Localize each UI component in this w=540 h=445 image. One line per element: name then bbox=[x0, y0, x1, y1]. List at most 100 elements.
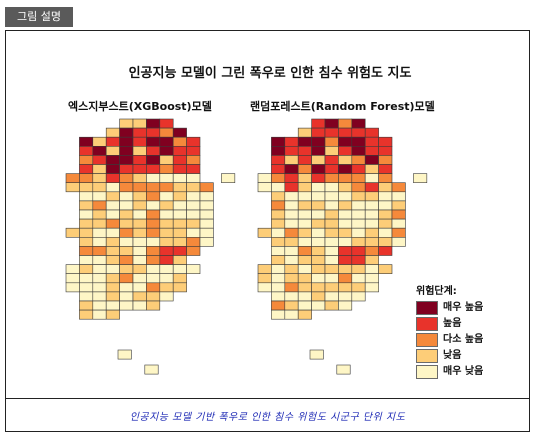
district-tile bbox=[284, 282, 299, 293]
district-tile bbox=[271, 227, 286, 238]
district-tile bbox=[132, 146, 147, 156]
district-tile bbox=[311, 227, 326, 238]
random-forest-map bbox=[257, 118, 428, 375]
district-tile bbox=[146, 209, 161, 220]
district-tile bbox=[364, 127, 379, 138]
district-tile bbox=[364, 264, 379, 275]
district-tile bbox=[92, 273, 107, 284]
district-tile bbox=[132, 273, 147, 284]
district-tile bbox=[284, 309, 299, 320]
district-tile bbox=[311, 255, 326, 265]
district-tile bbox=[351, 282, 366, 293]
district-tile bbox=[311, 273, 326, 284]
district-tile bbox=[132, 237, 147, 247]
district-tile bbox=[311, 182, 326, 193]
district-tile bbox=[119, 146, 134, 156]
legend-swatch bbox=[416, 349, 438, 363]
district-tile bbox=[338, 291, 353, 302]
district-tile bbox=[297, 146, 312, 156]
district-tile bbox=[297, 309, 312, 320]
district-tile bbox=[311, 209, 326, 220]
district-tile bbox=[338, 255, 353, 265]
district-tile bbox=[105, 300, 120, 311]
district-tile bbox=[338, 227, 353, 238]
district-tile bbox=[351, 273, 366, 284]
district-tile bbox=[391, 209, 406, 220]
district-tile bbox=[378, 237, 393, 247]
district-tile bbox=[284, 237, 299, 247]
district-tile bbox=[284, 227, 299, 238]
district-tile bbox=[199, 209, 214, 220]
district-tile bbox=[79, 155, 94, 165]
legend-item-somewhat-high: 다소 높음 bbox=[416, 333, 526, 347]
district-tile bbox=[271, 173, 286, 184]
district-tile bbox=[391, 227, 406, 238]
district-tile bbox=[172, 136, 187, 147]
district-tile bbox=[172, 218, 187, 229]
district-tile bbox=[79, 182, 94, 193]
district-tile bbox=[199, 218, 214, 229]
district-tile bbox=[271, 146, 286, 156]
district-tile bbox=[79, 218, 94, 229]
xgboost-map bbox=[65, 118, 236, 375]
district-tile bbox=[172, 282, 187, 293]
district-tile bbox=[119, 164, 134, 174]
district-tile bbox=[391, 191, 406, 202]
district-tile bbox=[186, 200, 201, 211]
district-tile bbox=[79, 146, 94, 156]
district-tile bbox=[391, 182, 406, 193]
district-tile bbox=[297, 191, 312, 202]
district-tile bbox=[132, 155, 147, 165]
district-tile bbox=[284, 155, 299, 165]
district-tile bbox=[119, 282, 134, 293]
district-tile bbox=[92, 264, 107, 275]
district-tile bbox=[284, 191, 299, 202]
district-tile bbox=[378, 191, 393, 202]
district-tile bbox=[105, 155, 120, 165]
district-tile bbox=[92, 309, 107, 320]
figure-description-tab[interactable]: 그림 설명 bbox=[5, 7, 73, 27]
district-tile bbox=[172, 146, 187, 156]
district-tile bbox=[105, 164, 120, 174]
district-tile bbox=[311, 218, 326, 229]
legend-item-high: 높음 bbox=[416, 317, 526, 331]
district-tile bbox=[159, 255, 174, 265]
district-tile bbox=[271, 164, 286, 174]
district-tile bbox=[172, 209, 187, 220]
district-tile bbox=[324, 291, 339, 302]
district-tile bbox=[146, 282, 161, 293]
district-tile bbox=[271, 182, 286, 193]
district-tile bbox=[378, 218, 393, 229]
district-tile bbox=[284, 209, 299, 220]
district-tile bbox=[186, 136, 201, 147]
district-tile bbox=[351, 155, 366, 165]
district-tile bbox=[351, 291, 366, 302]
district-tile bbox=[65, 173, 80, 184]
district-tile bbox=[146, 118, 161, 129]
district-tile bbox=[92, 291, 107, 302]
district-tile bbox=[186, 182, 201, 193]
district-tile bbox=[324, 209, 339, 220]
district-tile bbox=[284, 182, 299, 193]
district-tile bbox=[364, 209, 379, 220]
district-tile bbox=[297, 173, 312, 184]
district-tile bbox=[119, 209, 134, 220]
district-tile bbox=[271, 155, 286, 165]
district-tile bbox=[79, 227, 94, 238]
district-tile bbox=[378, 164, 393, 174]
district-tile bbox=[79, 291, 94, 302]
figure-frame bbox=[5, 30, 530, 432]
district-tile bbox=[79, 282, 94, 293]
district-tile bbox=[391, 237, 406, 247]
district-tile bbox=[186, 155, 201, 165]
district-tile bbox=[351, 246, 366, 256]
district-tile bbox=[271, 218, 286, 229]
district-tile bbox=[324, 173, 339, 184]
district-tile bbox=[378, 182, 393, 193]
district-tile bbox=[364, 182, 379, 193]
district-tile bbox=[132, 209, 147, 220]
district-tile bbox=[159, 173, 174, 184]
district-tile bbox=[105, 182, 120, 193]
district-tile bbox=[119, 173, 134, 184]
island-tile bbox=[117, 349, 132, 360]
